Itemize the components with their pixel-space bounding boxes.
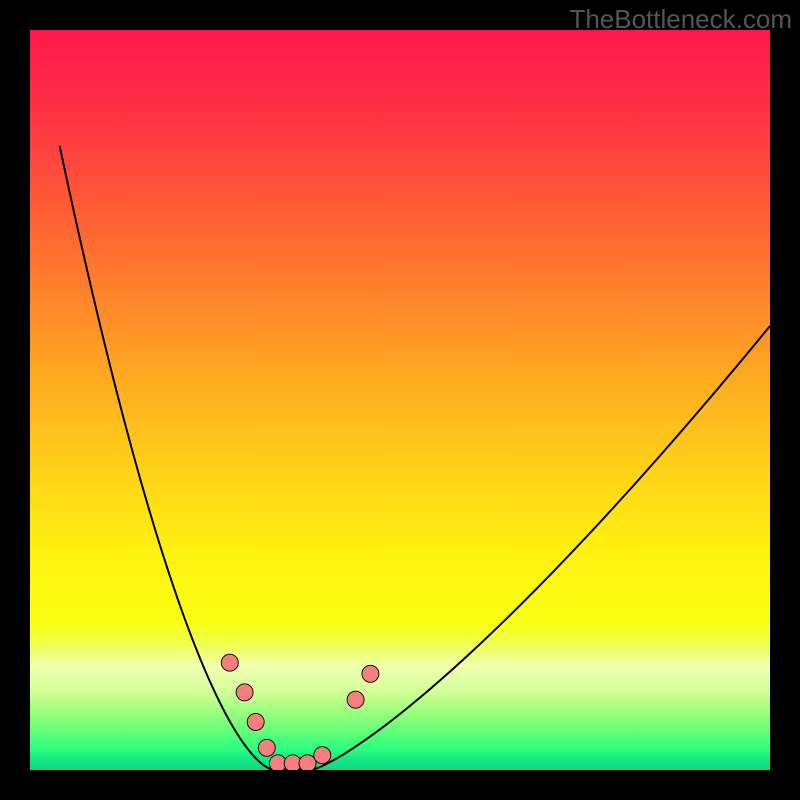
curve-marker (347, 691, 364, 708)
curve-marker (314, 747, 331, 764)
curve-marker (247, 713, 264, 730)
curve-marker (362, 665, 379, 682)
curve-marker (299, 755, 316, 770)
curve-marker (258, 739, 275, 756)
bottleneck-chart (30, 30, 770, 770)
chart-background (30, 30, 770, 770)
curve-marker (236, 684, 253, 701)
curve-marker (221, 654, 238, 671)
chart-frame: TheBottleneck.com (0, 0, 800, 800)
